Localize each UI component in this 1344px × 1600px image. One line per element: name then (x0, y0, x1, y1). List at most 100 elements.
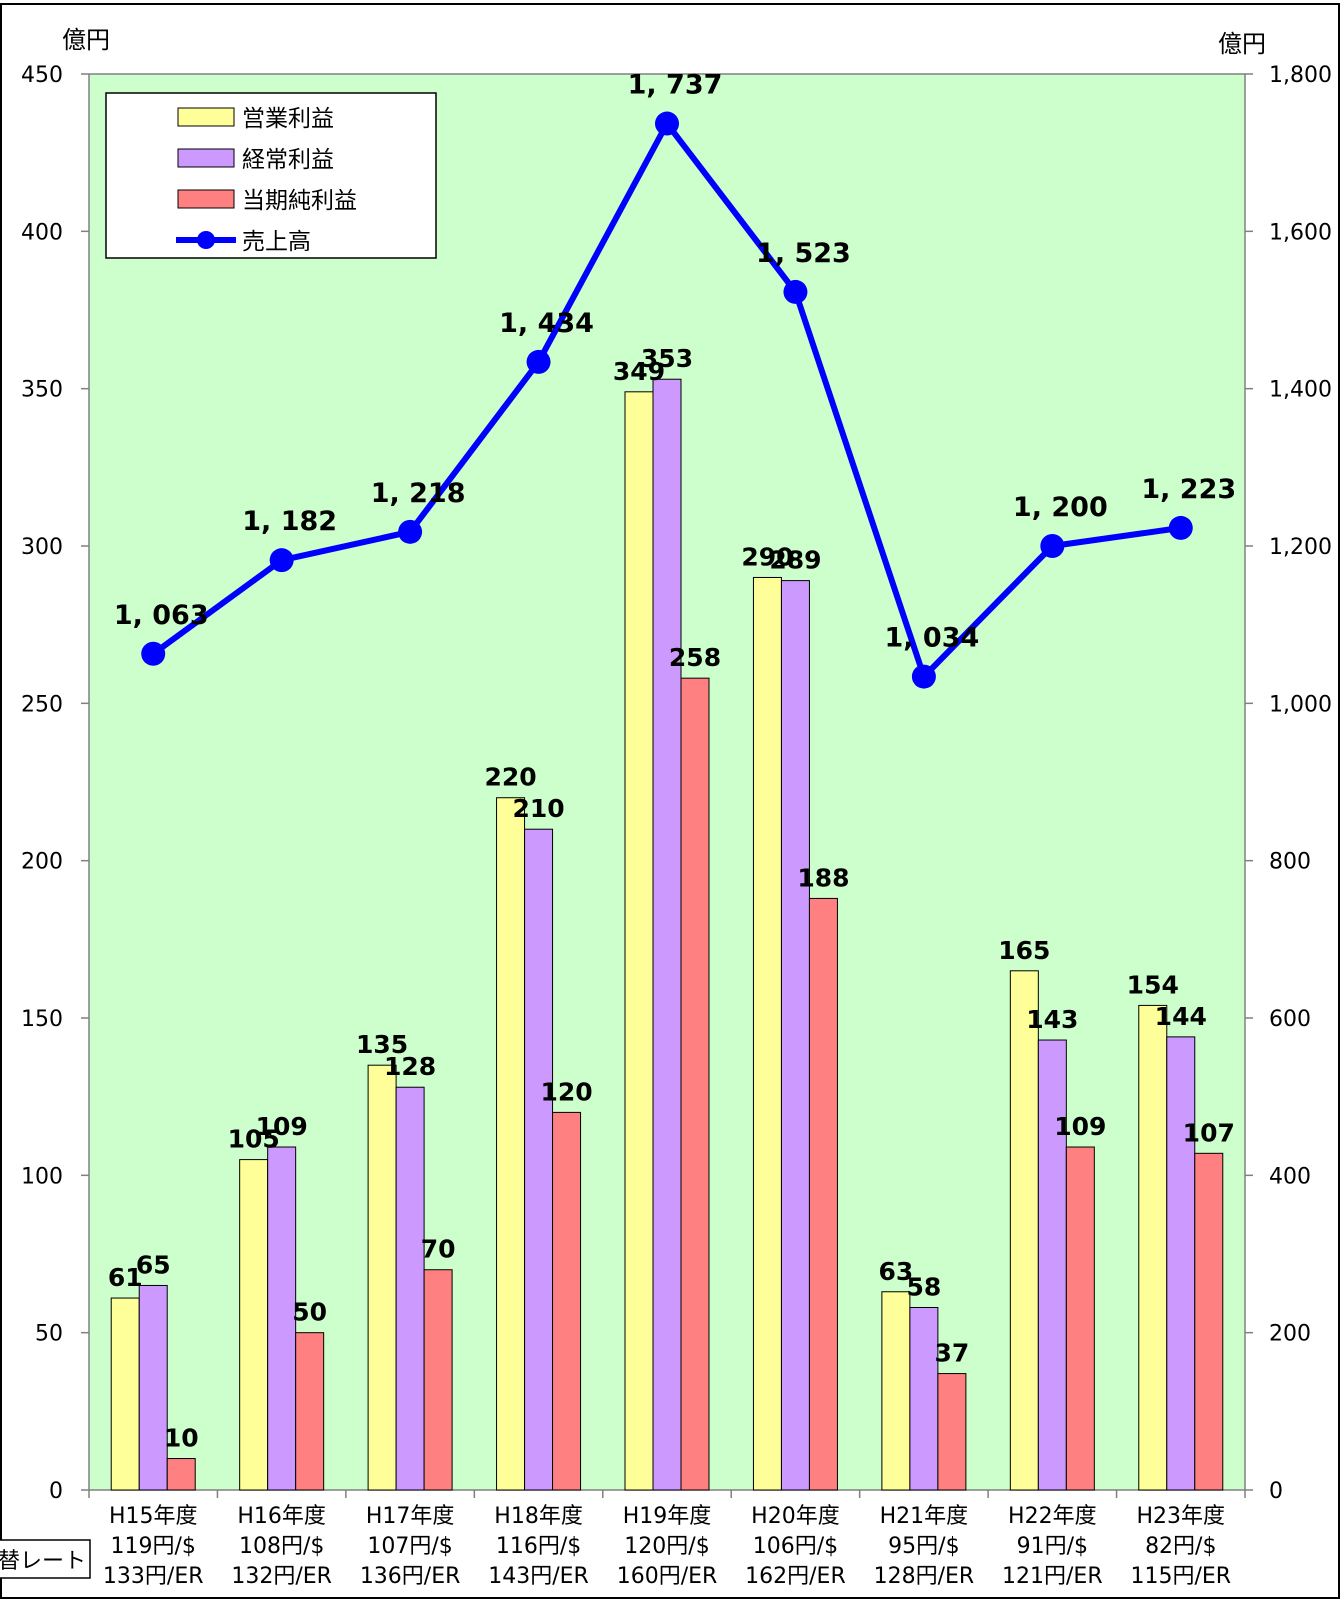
bar (881, 1291, 911, 1491)
bar-value-label: 128 (384, 1052, 436, 1081)
sales-value-label: 1, 063 (114, 600, 209, 631)
bar-value-label: 10 (164, 1424, 199, 1453)
xaxis-note: 為替レート (0, 1539, 91, 1579)
y-left-tick-label: 350 (21, 378, 63, 403)
x-tick-label: H17年度 (366, 1504, 455, 1529)
bar-value-label: 353 (641, 344, 693, 373)
bar-value-label: 50 (292, 1298, 327, 1327)
bar-value-label: 165 (998, 936, 1050, 965)
xaxis-note-label: 為替レート (0, 1549, 86, 1574)
axes-layer: H15年度 119円/$ 133円/ER H16年度 108円/$ 132円/ER H17年… (21, 26, 1332, 1589)
bar (680, 677, 710, 1491)
legend-marker (197, 231, 215, 249)
y-left-tick-label: 150 (21, 1007, 63, 1032)
bar-value-label: 220 (484, 763, 536, 792)
sales-point (398, 519, 423, 544)
sales-point (783, 279, 808, 304)
sales-point (911, 664, 936, 689)
legend-swatch (177, 189, 235, 209)
bar-value-label: 37 (934, 1339, 969, 1368)
y-left-tick-label: 0 (49, 1479, 63, 1504)
legend-label: 経常利益 (242, 147, 334, 173)
legend-label: 当期純利益 (242, 188, 357, 214)
bar (1194, 1152, 1224, 1491)
sales-point (655, 111, 679, 136)
x-tick-label: 132円/ER (231, 1564, 332, 1589)
bar-value-label: 109 (1054, 1112, 1106, 1141)
bar (808, 897, 838, 1491)
bar-value-label: 290 (741, 542, 793, 571)
bar (624, 391, 654, 1491)
x-tick-label: 116円/$ (496, 1534, 581, 1559)
bar (652, 378, 682, 1491)
bar-value-label: 135 (356, 1030, 408, 1059)
y-right-tick-label: 1,800 (1269, 63, 1332, 88)
sales-value-label: 1, 182 (242, 506, 337, 537)
y-left-tick-label: 50 (35, 1322, 63, 1347)
x-tick-label: 106円/$ (753, 1534, 838, 1559)
y-right-tick-label: 1,600 (1269, 220, 1332, 245)
y-left-tick-label: 250 (21, 692, 63, 717)
y-right-tick-label: 800 (1269, 850, 1311, 875)
x-tick-label: 143円/ER (488, 1564, 589, 1589)
sales-value-label: 1, 223 (1141, 474, 1236, 505)
y-left-tick-label: 100 (21, 1164, 63, 1189)
bar-value-label: 210 (512, 794, 564, 823)
sales-point (1168, 515, 1193, 540)
bar-value-label: 105 (228, 1125, 280, 1154)
bar (267, 1146, 297, 1491)
sales-point (269, 548, 294, 573)
y-left-tick-label: 450 (21, 63, 63, 88)
x-tick-label: 136円/ER (360, 1564, 461, 1589)
x-tick-label: 162円/ER (745, 1564, 846, 1589)
sales-point (1040, 534, 1065, 558)
bar (166, 1458, 196, 1491)
legend-swatch (177, 148, 235, 168)
x-tick-label: 119円/$ (111, 1534, 196, 1559)
bar (496, 797, 526, 1491)
x-tick-label: H18年度 (494, 1504, 583, 1529)
bar-value-label: 61 (108, 1263, 143, 1292)
bar (780, 580, 810, 1491)
bar-value-label: 65 (136, 1250, 171, 1279)
bar (395, 1086, 425, 1491)
x-tick-label: H20年度 (751, 1504, 840, 1529)
data-labels-layer: 6165101051095013512870220210120349353258… (108, 70, 1236, 1453)
bar (1166, 1036, 1196, 1491)
bar (1065, 1146, 1095, 1491)
sales-value-label: 1, 737 (628, 70, 723, 101)
x-tick-label: 120円/$ (624, 1534, 709, 1559)
x-tick-label: H23年度 (1137, 1504, 1226, 1529)
x-tick-label: H19年度 (623, 1504, 712, 1529)
bar (937, 1373, 967, 1491)
bar (1009, 970, 1039, 1491)
legend-swatch (177, 107, 235, 127)
sales-value-label: 1, 218 (371, 478, 466, 509)
x-tick-label: 95円/$ (888, 1534, 959, 1559)
bar-value-label: 70 (421, 1235, 456, 1264)
bar (423, 1269, 453, 1491)
sales-value-label: 1, 200 (1013, 492, 1108, 523)
bar-value-label: 58 (906, 1272, 941, 1301)
bar (367, 1064, 397, 1491)
bar (552, 1111, 582, 1491)
bar (1037, 1039, 1067, 1491)
y-right-tick-label: 600 (1269, 1007, 1311, 1032)
y-right-tick-label: 400 (1269, 1164, 1311, 1189)
bar-value-label: 63 (878, 1257, 913, 1286)
sales-value-label: 1, 523 (756, 238, 851, 269)
x-tick-label: 128円/ER (874, 1564, 975, 1589)
x-tick-label: 115円/ER (1130, 1564, 1231, 1589)
y-right-tick-label: 200 (1269, 1322, 1311, 1347)
x-tick-label: 107円/$ (367, 1534, 452, 1559)
bar-value-label: 144 (1155, 1002, 1207, 1031)
x-tick-label: H21年度 (880, 1504, 969, 1529)
x-tick-label: 133円/ER (103, 1564, 204, 1589)
x-tick-label: 160円/ER (617, 1564, 718, 1589)
x-tick-label: 121円/ER (1002, 1564, 1103, 1589)
bar (909, 1306, 939, 1491)
sales-line-layer (141, 111, 1193, 689)
y-right-tick-label: 1,400 (1269, 378, 1332, 403)
bar-value-label: 120 (540, 1077, 592, 1106)
